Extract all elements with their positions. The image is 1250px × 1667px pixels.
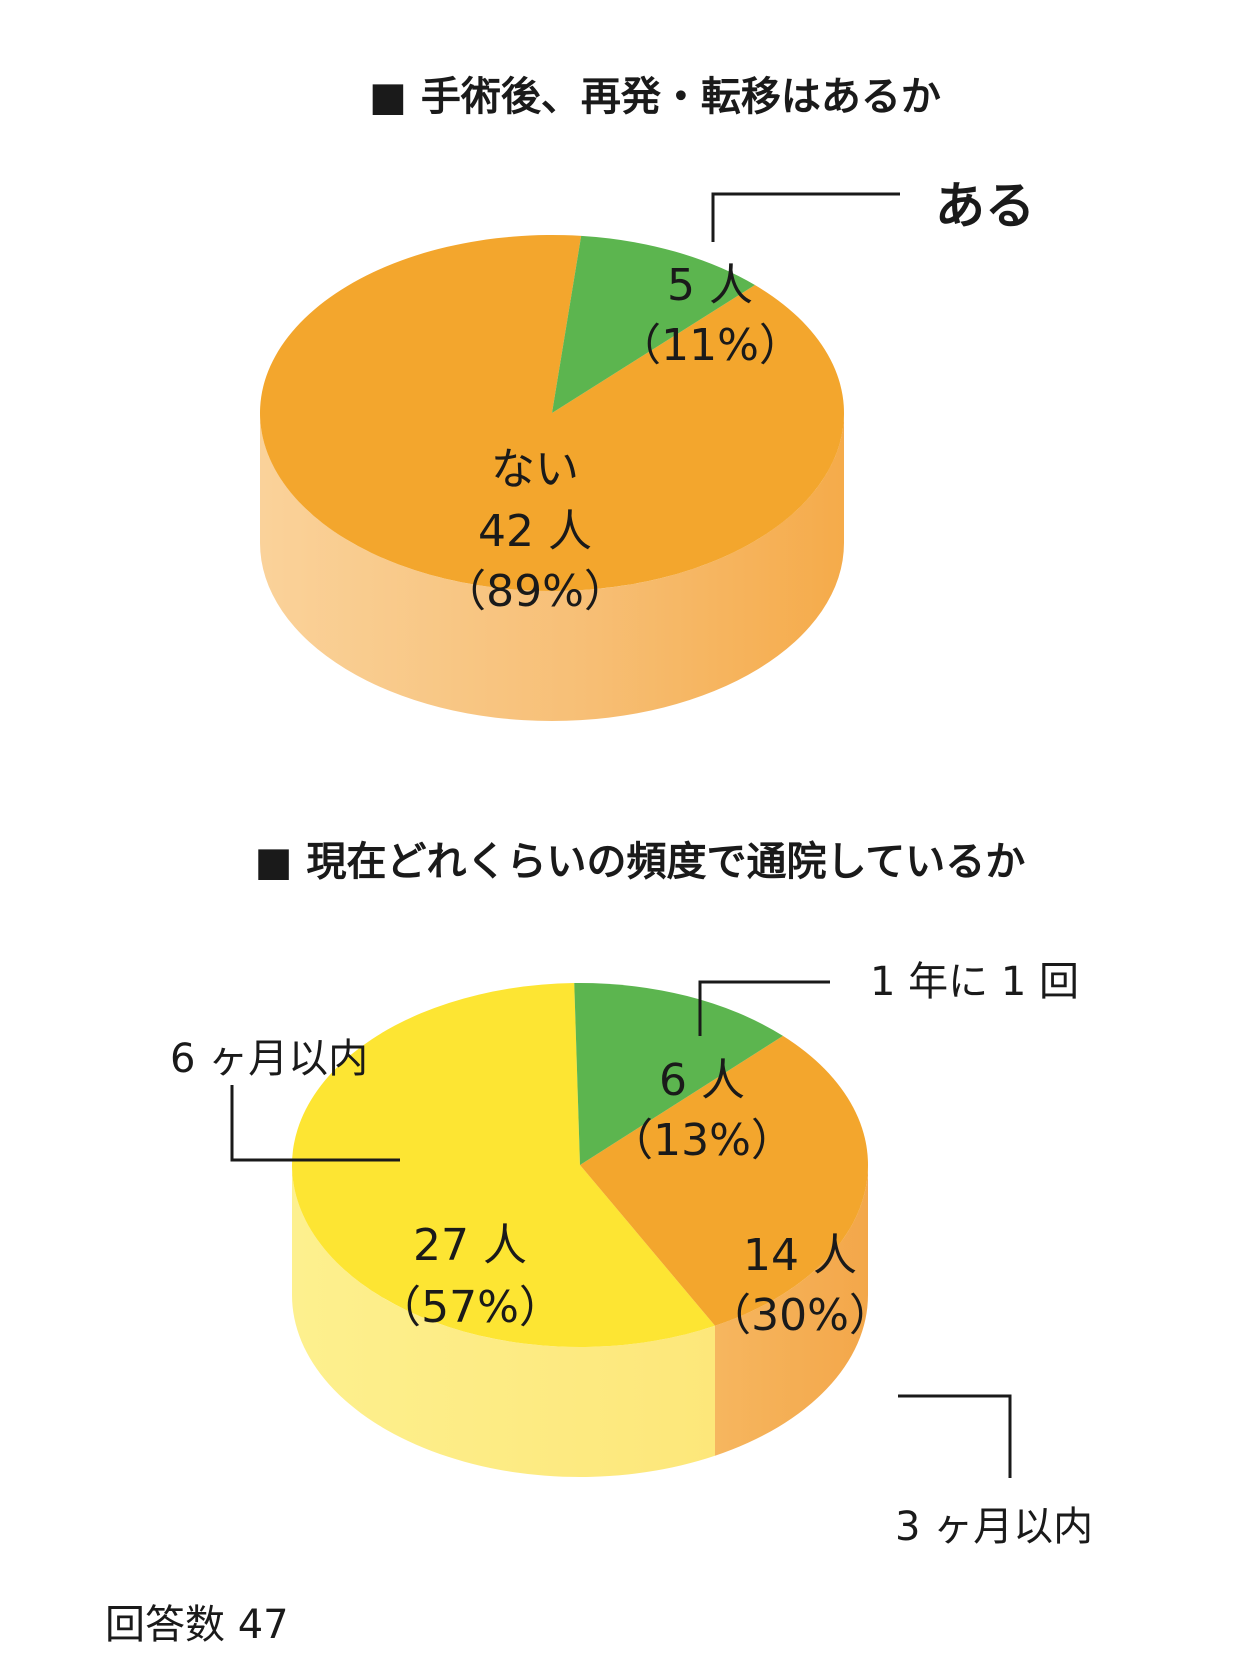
chart-2-side-3m <box>715 1165 868 1456</box>
chart-2-label-6m-pct: （57%） <box>377 1282 563 1333</box>
chart-2-pie <box>292 982 869 1477</box>
chart-1-label-aru-pct: （11%） <box>617 320 803 371</box>
chart-2-label-1y-name: 1 年に 1 回 <box>870 959 1079 1005</box>
chart-2-leader-1y <box>698 980 830 1036</box>
chart-1-label-nai-pct: （89%） <box>442 566 628 617</box>
chart-1-label-nai-name: ない <box>491 444 579 495</box>
chart-1: ■ 手術後、再発・転移はあるか ある 5 人 （11%） ない 42 人 （89… <box>260 74 1035 721</box>
chart-2-label-1y-count: 6 人 <box>659 1055 745 1106</box>
chart-1-pie <box>260 234 845 721</box>
chart-2-label-3m-name: 3 ヶ月以内 <box>895 1504 1093 1550</box>
chart-2-label-6m-name: 6 ヶ月以内 <box>170 1036 368 1082</box>
chart-2-title: ■ 現在どれくらいの頻度で通院しているか <box>255 839 1026 885</box>
chart-1-leader-aru <box>711 192 900 242</box>
chart-2-label-1y-pct: （13%） <box>609 1115 795 1166</box>
chart-1-side <box>260 413 844 721</box>
chart-2-label-6m-count: 27 人 <box>413 1220 527 1271</box>
chart-2-side-6m <box>292 1165 716 1477</box>
chart-1-label-aru-name: ある <box>935 177 1035 235</box>
chart-2-slice-3m <box>580 1035 869 1326</box>
chart-2-label-3m-count: 14 人 <box>743 1230 857 1281</box>
chart-2-leader-3m <box>898 1394 1012 1478</box>
chart-1-label-nai-count: 42 人 <box>478 506 592 557</box>
chart-1-slice-aru <box>552 235 755 413</box>
respondent-count: 回答数 47 <box>105 1602 289 1648</box>
chart-2-label-3m-pct: （30%） <box>707 1290 893 1341</box>
chart-2-leader-6m <box>230 1085 400 1162</box>
chart-2-slice-6m <box>292 983 716 1347</box>
chart-1-title: ■ 手術後、再発・転移はあるか <box>369 74 941 120</box>
chart-1-label-aru-count: 5 人 <box>667 260 753 311</box>
chart-2-slice-1y <box>574 982 783 1165</box>
chart-2: ■ 現在どれくらいの頻度で通院しているか 1 年に 1 回 6 人 （13%） … <box>170 839 1093 1550</box>
